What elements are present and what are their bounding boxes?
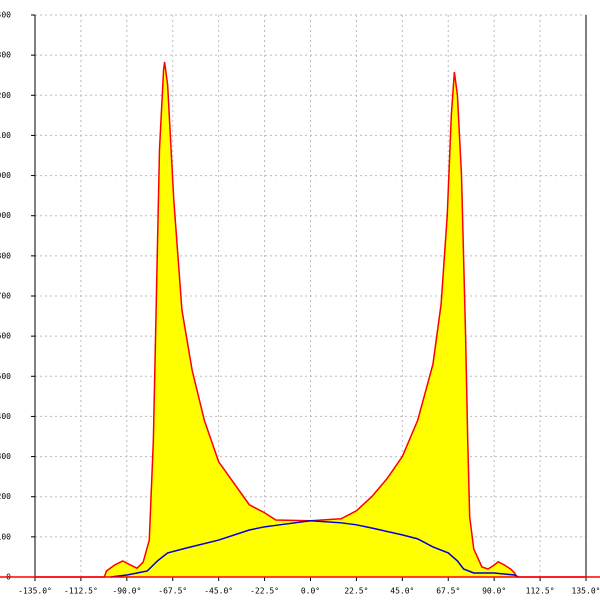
y-tick-label: 900 [0, 211, 11, 220]
x-tick-label: -90.0° [112, 587, 141, 596]
y-tick-label: 100 [0, 532, 11, 541]
y-tick-label: 500 [0, 372, 11, 381]
y-tick-label: 1300 [0, 51, 11, 60]
x-tick-label: 45.0° [390, 587, 414, 596]
y-tick-label: 600 [0, 332, 11, 341]
y-tick-label: 200 [0, 492, 11, 501]
x-tick-label: 112.5° [526, 587, 555, 596]
x-tick-label: 67.5° [436, 587, 460, 596]
series-line [110, 520, 519, 578]
y-tick-label: 700 [0, 292, 11, 301]
y-tick-label: 1400 [0, 11, 11, 20]
series-line [35, 61, 586, 578]
x-tick-label: 135.0° [572, 587, 600, 596]
x-tick-label: -22.5° [250, 587, 279, 596]
y-tick-label: 300 [0, 452, 11, 461]
y-tick-label: 800 [0, 251, 11, 260]
y-tick-label: 1100 [0, 131, 11, 140]
x-tick-label: 90.0° [482, 587, 506, 596]
x-tick-label: -135.0° [18, 587, 52, 596]
area-fill [35, 61, 586, 578]
y-tick-label: 1000 [0, 171, 11, 180]
y-tick-label: 400 [0, 412, 11, 421]
x-tick-label: -112.5° [64, 587, 98, 596]
x-tick-label: 0.0° [301, 587, 320, 596]
x-tick-label: -67.5° [158, 587, 187, 596]
y-tick-label: 1200 [0, 91, 11, 100]
x-tick-label: -45.0° [204, 587, 233, 596]
x-tick-label: 22.5° [344, 587, 368, 596]
